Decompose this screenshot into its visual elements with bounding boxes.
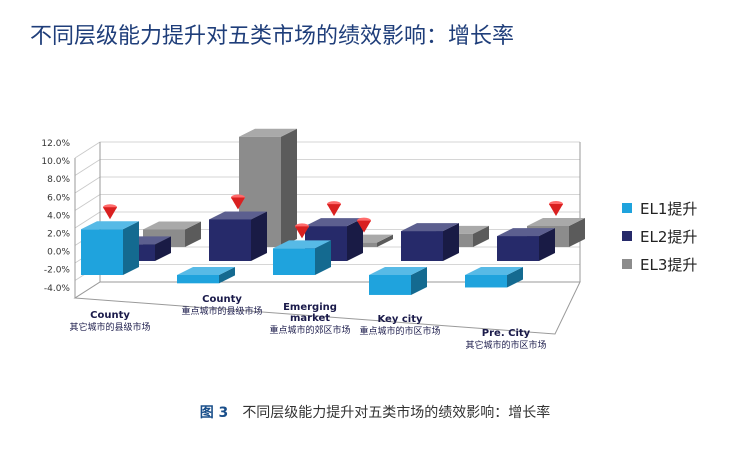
caption-text: 不同层级能力提升对五类市场的绩效影响：增长率 [242, 405, 551, 421]
bar-top [209, 211, 267, 220]
y-axis: 12.0% 10.0% 8.0% 6.0% 4.0% 2.0% 0.0% -2.0% -4.0% [41, 139, 70, 294]
bar-top [143, 221, 201, 230]
figure-number: 图 3 [199, 405, 229, 421]
legend: EL1提升 EL2提升 EL3提升 [622, 196, 697, 280]
legend-swatch [622, 203, 632, 213]
legend-label: EL1提升 [640, 199, 698, 218]
y-tick-label: 2.0% [47, 230, 70, 240]
chart-area: 12.0% 10.0% 8.0% 6.0% 4.0% 2.0% 0.0% -2.0% -4.0%… [41, 128, 585, 351]
bar-top [177, 267, 235, 275]
bar-front [369, 275, 411, 295]
highlight-marker [103, 204, 117, 220]
bar-side [411, 267, 427, 295]
bar-front [401, 231, 443, 261]
bar [209, 211, 267, 261]
bar-side [251, 211, 267, 261]
legend-item: EL1提升 [622, 196, 697, 220]
legend-label: EL2提升 [640, 227, 698, 246]
bar-top [305, 218, 363, 227]
category-label-zh: 重点城市的县级市场 [181, 305, 262, 317]
bar-top [369, 267, 427, 275]
bar-side [315, 240, 331, 275]
marker-body [357, 220, 371, 233]
y-tick-label: 4.0% [47, 211, 70, 221]
bar-top [465, 267, 523, 275]
bar-top [81, 221, 139, 230]
bar [369, 267, 427, 295]
bar-top [527, 218, 585, 226]
highlight-marker [357, 217, 371, 233]
gridline-side [74, 211, 101, 229]
gridline-side [74, 141, 101, 159]
y-tick-label: 6.0% [47, 193, 70, 203]
gridline-side [74, 176, 101, 194]
bar [273, 240, 331, 275]
category-label-en-2: market [290, 313, 330, 324]
y-tick-label: -4.0% [44, 284, 71, 294]
bar [497, 228, 555, 261]
bar-top [401, 223, 459, 232]
y-tick-label: 0.0% [47, 248, 70, 258]
category-label-zh: 重点城市的市区市场 [359, 325, 440, 337]
bar-side [443, 223, 459, 261]
legend-swatch [622, 259, 632, 269]
bar-top [239, 128, 297, 137]
bar-front [209, 219, 251, 261]
legend-label: EL3提升 [640, 255, 698, 274]
figure-caption: 图 3 不同层级能力提升对五类市场的绩效影响：增长率 [0, 402, 750, 422]
legend-item: EL3提升 [622, 252, 697, 276]
marker-body [327, 204, 341, 217]
highlight-marker [549, 201, 563, 216]
bar-top [273, 240, 331, 249]
bar [401, 223, 459, 261]
bar-top [497, 228, 555, 237]
bar-side [569, 218, 585, 247]
bar-side [377, 234, 393, 247]
marker-body [549, 204, 563, 216]
gridline-side [74, 194, 101, 211]
highlight-marker [231, 194, 245, 210]
category-label-zh: 其它城市的县级市场 [69, 321, 150, 333]
category-label-zh: 其它城市的市区市场 [465, 339, 546, 351]
category-label-en: County [202, 294, 242, 305]
bar-side [347, 218, 363, 261]
bar [465, 267, 523, 288]
marker-body [295, 226, 309, 239]
y-tick-label: 8.0% [47, 175, 70, 185]
bar-side [219, 267, 235, 284]
highlight-markers [103, 194, 563, 239]
bar-side [155, 236, 171, 261]
bar-front [465, 275, 507, 288]
category-label-en: Pre. City [482, 328, 531, 339]
gridline-side [74, 159, 101, 176]
bar [177, 267, 235, 284]
bar-front [177, 275, 219, 284]
bar-front [273, 248, 315, 275]
category-label-en: County [90, 310, 130, 321]
category-label-en: Key city [377, 314, 422, 325]
bar-side [281, 128, 297, 247]
legend-swatch [622, 231, 632, 241]
y-tick-label: 12.0% [41, 139, 70, 149]
y-tick-label: -2.0% [44, 266, 71, 276]
bar-front [497, 236, 539, 261]
legend-item: EL2提升 [622, 224, 697, 248]
bar-side [185, 221, 201, 247]
bar-side [539, 228, 555, 261]
marker-body [103, 207, 117, 220]
bars [81, 128, 585, 295]
bar-side [507, 267, 523, 288]
highlight-marker [327, 201, 341, 217]
bar-side [123, 221, 139, 275]
category-label-en: Emerging [283, 302, 337, 313]
chart-title: 不同层级能力提升对五类市场的绩效影响：增长率 [30, 24, 515, 49]
y-tick-label: 10.0% [41, 157, 70, 167]
bar-front [81, 229, 123, 275]
bar [81, 221, 139, 275]
category-label-zh: 重点城市的郊区市场 [269, 324, 350, 336]
highlight-marker [295, 223, 309, 239]
bar-side [473, 225, 489, 247]
marker-body [231, 197, 245, 210]
